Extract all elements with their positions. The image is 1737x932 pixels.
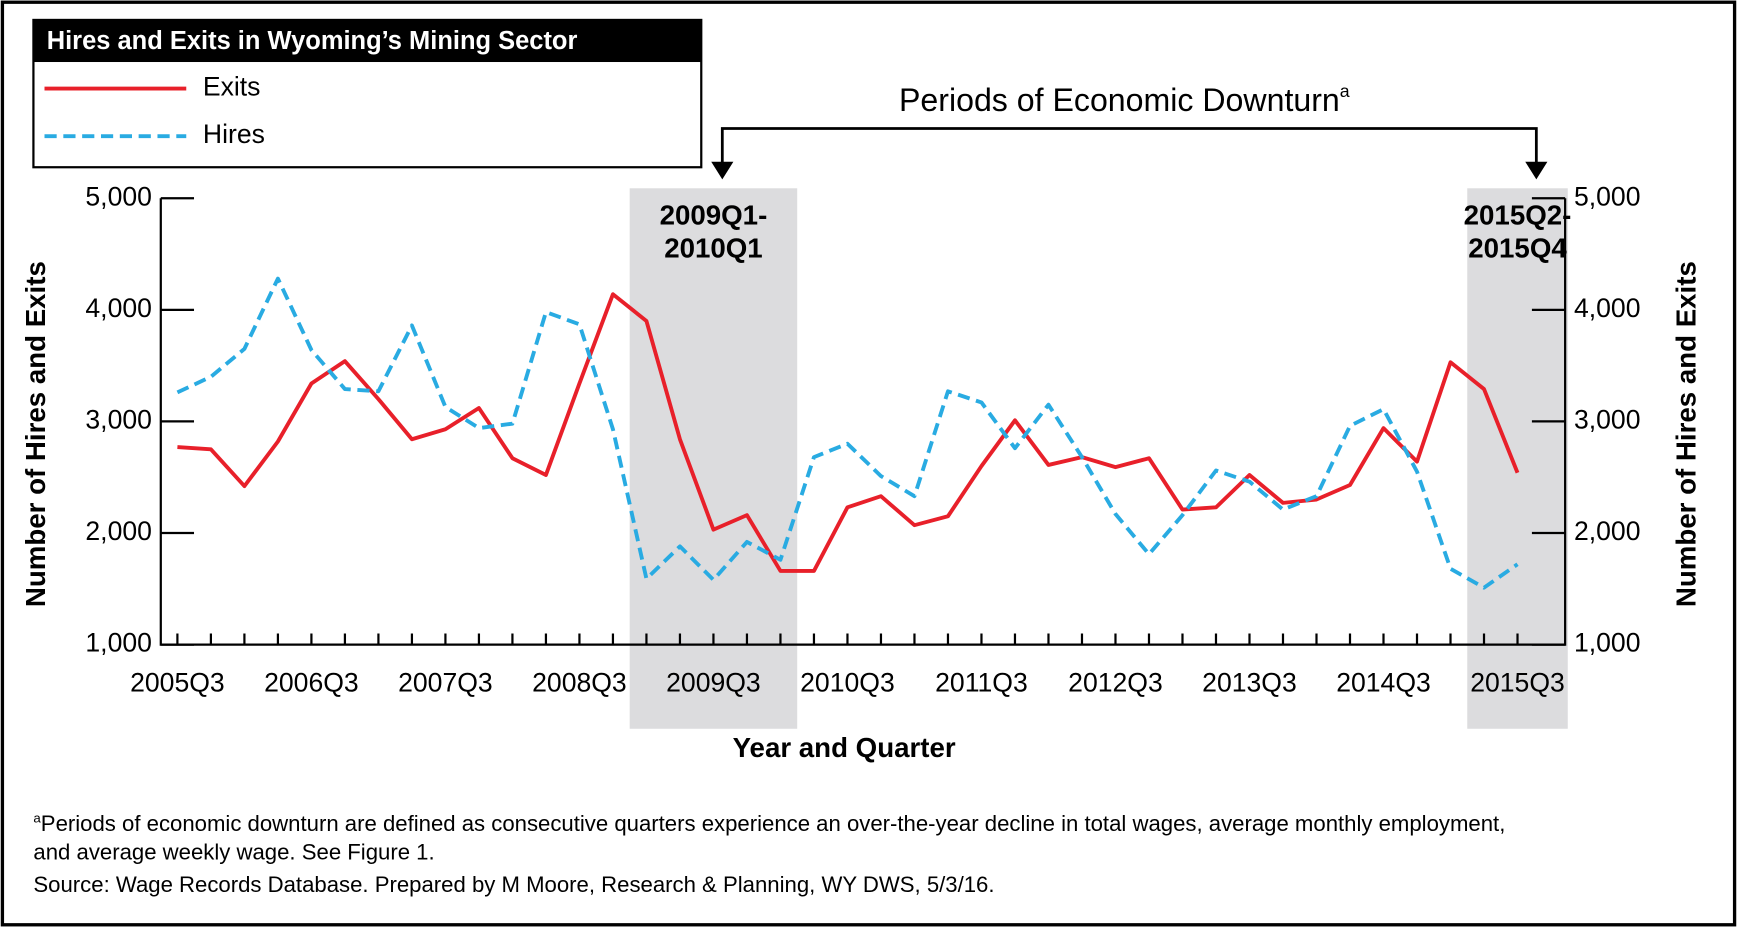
legend-label: Hires <box>203 119 265 149</box>
legend: Exits Hires <box>44 72 265 149</box>
annotation-title: Periods of Economic Downturna <box>899 81 1350 119</box>
y-tick-label: 5,000 <box>85 181 152 211</box>
x-tick-label: 2011Q3 <box>935 667 1028 697</box>
x-tick-label: 2012Q3 <box>1068 667 1163 697</box>
x-tick-label: 2009Q3 <box>666 667 761 697</box>
legend-label: Exits <box>203 72 261 102</box>
x-tick-label: 2005Q3 <box>130 667 225 697</box>
annotation-mark: a <box>1340 81 1350 101</box>
shaded-period <box>1467 188 1568 729</box>
x-axis-title: Year and Quarter <box>733 732 956 763</box>
y2-tick-label: 1,000 <box>1574 628 1641 658</box>
y-tick-label: 2,000 <box>85 516 152 546</box>
footnote-mark: a <box>33 810 41 825</box>
y2-tick-label: 2,000 <box>1574 516 1641 546</box>
y-axis-title: Number of Hires and Exits <box>20 261 51 607</box>
y2-tick-label: 5,000 <box>1574 181 1641 211</box>
y2-axis-title: Number of Hires and Exits <box>1670 261 1701 607</box>
y2-tick-label: 4,000 <box>1574 293 1641 323</box>
y-tick-label: 3,000 <box>85 404 152 434</box>
footnote-line: aPeriods of economic downturn are define… <box>33 810 1505 836</box>
y2-tick-label: 3,000 <box>1574 404 1641 434</box>
annotation-text: Periods of Economic Downturn <box>899 82 1340 118</box>
series-line <box>177 292 1520 573</box>
x-tick-label: 2010Q3 <box>800 667 895 697</box>
annotation-bracket <box>720 127 1538 169</box>
source: Source: Wage Records Database. Prepared … <box>33 872 994 897</box>
footnote-text: Periods of economic downturn are defined… <box>41 811 1506 836</box>
y-tick-label: 4,000 <box>85 293 152 323</box>
x-tick-label: 2014Q3 <box>1336 667 1431 697</box>
chart-title: Hires and Exits in Wyoming’s Mining Sect… <box>47 27 578 55</box>
x-tick-label: 2006Q3 <box>264 667 359 697</box>
shaded-period-label: 2015Q4 <box>1468 233 1567 264</box>
shaded-period <box>629 188 798 729</box>
series-line <box>176 276 1519 590</box>
shaded-period-label: 2010Q1 <box>664 233 762 264</box>
plot: 1,000 2,000 3,000 4,000 5,000 1,000 2,000 3,000… <box>85 181 1640 697</box>
x-tick-label: 2007Q3 <box>398 667 493 697</box>
footnote-line: and average weekly wage. See Figure 1. <box>33 840 434 865</box>
x-tick-label: 2015Q3 <box>1470 667 1565 697</box>
legend-title-bar <box>33 19 702 63</box>
shaded-period-label: 2015Q2- <box>1464 199 1572 230</box>
x-tick-label: 2013Q3 <box>1202 667 1297 697</box>
x-tick-label: 2008Q3 <box>532 667 627 697</box>
shaded-period-label: 2009Q1- <box>660 199 768 230</box>
y-tick-label: 1,000 <box>85 628 152 658</box>
